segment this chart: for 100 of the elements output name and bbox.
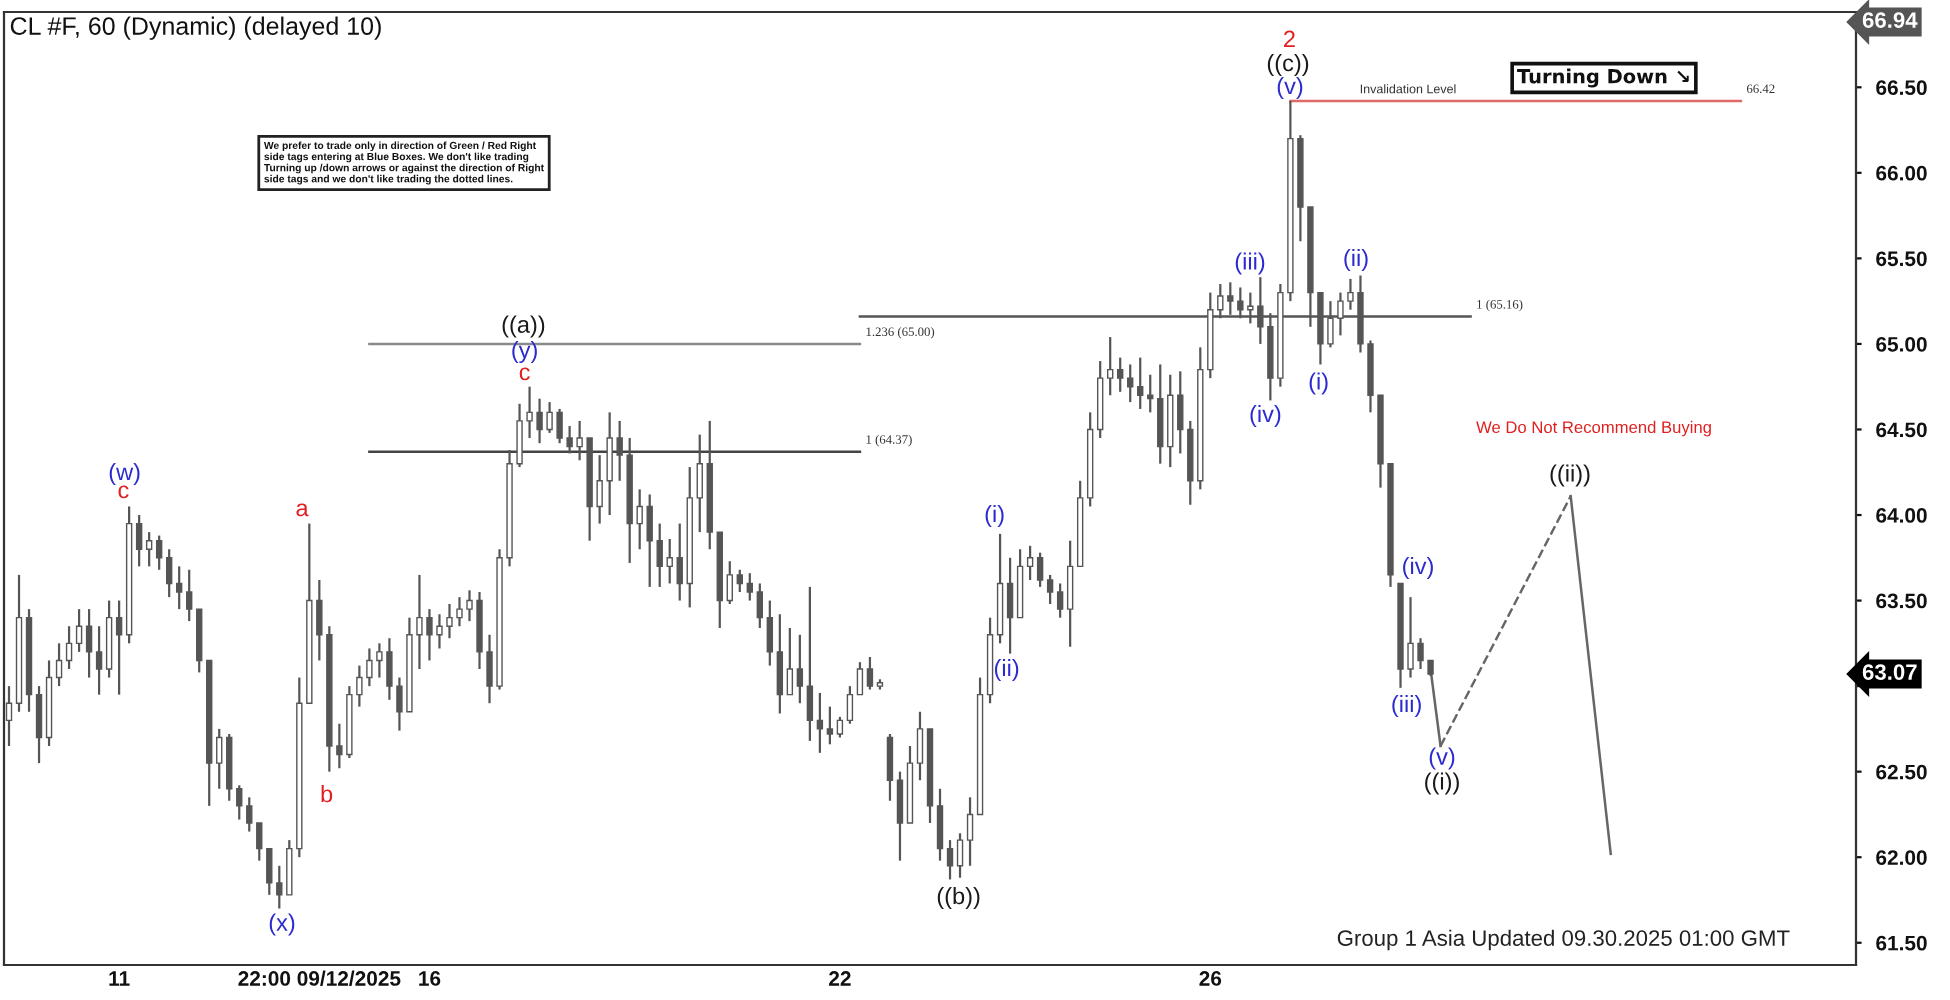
- candlestick: [115, 599, 123, 696]
- x-tick-label: 26: [1199, 971, 1222, 986]
- candlestick: [696, 433, 703, 534]
- candlestick: [796, 633, 804, 705]
- annotation: a: [296, 503, 309, 517]
- candlestick: [95, 625, 103, 696]
- candlestick: [75, 608, 83, 654]
- annotation: (x): [269, 913, 295, 936]
- candlestick: [246, 796, 253, 833]
- annotation: (v): [1429, 747, 1455, 770]
- candlestick: [35, 685, 43, 765]
- candlestick: [175, 565, 183, 611]
- annotation: Turning Down ↘: [1517, 68, 1689, 88]
- candlestick: [1026, 544, 1034, 582]
- candlestick: [846, 685, 854, 725]
- x-tick-label: 11: [109, 971, 130, 986]
- candlestick: [186, 568, 193, 623]
- candlestick: [1117, 356, 1124, 393]
- candlestick: [1177, 370, 1184, 455]
- candlestick: [276, 864, 283, 910]
- candlestick: [55, 642, 63, 688]
- candlestick: [85, 608, 93, 679]
- annotation: 2: [1284, 30, 1295, 48]
- candlestick: [165, 548, 173, 599]
- annotation: (y): [512, 340, 537, 363]
- candlestick: [216, 727, 223, 790]
- candlestick: [646, 493, 653, 588]
- candlestick: [966, 796, 974, 867]
- annotation: (ii): [1344, 249, 1368, 271]
- candlestick: [145, 531, 153, 568]
- annotation: (i): [985, 504, 1004, 527]
- candlestick: [256, 821, 263, 862]
- candlestick: [266, 847, 273, 896]
- candlestick: [786, 626, 794, 696]
- y-tick-label: 62.00: [1876, 850, 1927, 865]
- candlestick: [806, 585, 814, 742]
- annotation: b: [321, 784, 333, 803]
- candlestick: [896, 770, 904, 862]
- candlestick: [746, 572, 754, 602]
- candlestick: [836, 715, 844, 739]
- candlestick: [916, 710, 924, 782]
- y-tick-label: 65.00: [1876, 336, 1927, 352]
- candlestick: [776, 613, 784, 715]
- candlestick: [826, 705, 834, 746]
- annotation: ((a)): [502, 315, 545, 338]
- y-tick-label: 61.50: [1876, 935, 1927, 951]
- annotation: ((b)): [937, 886, 980, 909]
- candlestick: [956, 832, 964, 879]
- annotation: (w): [109, 462, 140, 485]
- candlestick: [856, 661, 864, 696]
- annotation: We Do Not Recommend Buying: [1476, 420, 1711, 437]
- annotation: Group 1 Asia Updated 09.30.2025 01:00 GMT: [1337, 929, 1790, 951]
- y-tick-label: 65.50: [1876, 251, 1927, 267]
- candlestick: [666, 537, 673, 585]
- candlestick: [1036, 551, 1044, 588]
- x-tick-label: 22: [829, 971, 851, 986]
- candlestick: [1127, 363, 1134, 404]
- y-tick-label: 62.50: [1876, 764, 1927, 780]
- text: 66.94: [1862, 12, 1918, 28]
- candlestick: [946, 838, 954, 881]
- x-tick-label: 22:00 09/12/2025: [238, 970, 401, 987]
- y-tick-label: 63.50: [1876, 593, 1927, 609]
- annotation: (iv): [1250, 404, 1281, 427]
- candlestick: [1137, 356, 1144, 411]
- annotation: (v): [1277, 77, 1303, 99]
- annotation: ((c)): [1267, 54, 1309, 76]
- candlestick: [1056, 582, 1064, 619]
- text: 63.07: [1862, 664, 1917, 680]
- candlestick: [1106, 335, 1114, 397]
- candlestick: [736, 568, 743, 594]
- annotation: (iii): [1235, 252, 1265, 275]
- candlestick: [135, 513, 143, 568]
- candlestick: [5, 685, 13, 748]
- candlestick: [766, 599, 774, 667]
- candlestick: [656, 522, 663, 588]
- annotation: ((i)): [1425, 772, 1459, 795]
- y-tick-label: 66.00: [1876, 165, 1927, 181]
- candlestick: [866, 655, 874, 691]
- candlestick: [155, 534, 163, 571]
- candlestick: [236, 784, 243, 821]
- candlestick: [1006, 556, 1014, 655]
- annotation: (ii): [994, 658, 1019, 681]
- candlestick: [936, 787, 944, 862]
- candlestick: [1157, 363, 1164, 465]
- candlestick: [1046, 573, 1054, 606]
- candlestick: [886, 732, 894, 802]
- y-tick-label: 64.50: [1876, 422, 1927, 438]
- y-tick-label: 64.00: [1876, 508, 1927, 523]
- candlestick: [726, 560, 733, 606]
- x-tick-label: 16: [419, 971, 441, 986]
- annotation: ((ii)): [1550, 464, 1590, 487]
- annotation: c: [118, 485, 129, 499]
- candlestick: [1066, 539, 1074, 648]
- y-tick-label: 66.50: [1876, 80, 1927, 96]
- candlestick: [676, 522, 683, 602]
- annotation: (i): [1309, 372, 1328, 395]
- annotation: c: [519, 367, 530, 381]
- annotation: (iv): [1403, 556, 1433, 579]
- candlestick: [756, 582, 764, 630]
- candlestick: [65, 625, 73, 671]
